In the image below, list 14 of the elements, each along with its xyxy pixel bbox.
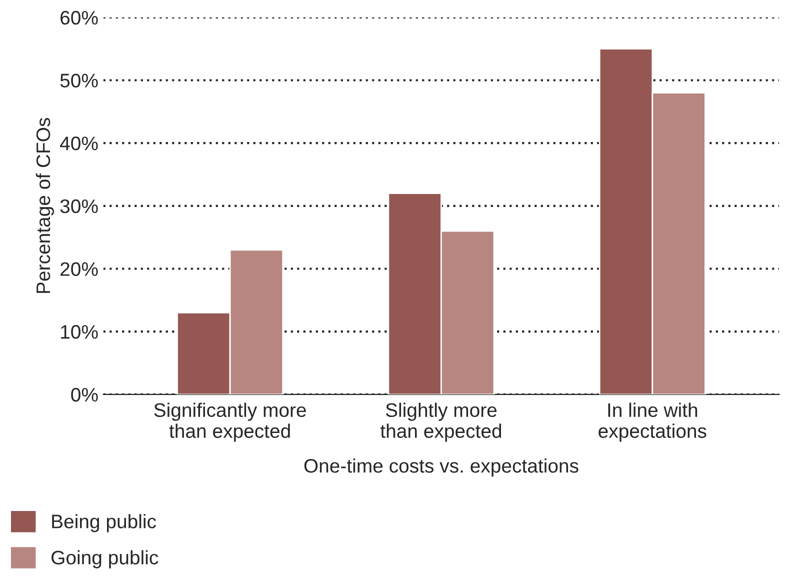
y-tick-label: 60% [60,10,98,25]
y-tick-label: 30% [60,199,98,214]
x-tick-label: Slightly more than expected [380,402,502,442]
y-tick-label: 20% [60,262,98,276]
x-tick-label: In line with expectations [598,402,706,442]
y-tick-label: 40% [60,136,98,150]
y-axis-title: Percentage of CFOs [36,118,54,293]
y-tick-label: 10% [61,325,98,339]
legend-label: Being public [52,514,156,532]
y-tick-label: 0% [71,388,98,402]
legend-label: Going public [52,550,158,568]
x-axis-title: One-time costs vs. expectations [304,458,578,477]
y-tick-label: 50% [60,74,98,88]
x-tick-label: Significantly more than expected [154,402,306,442]
